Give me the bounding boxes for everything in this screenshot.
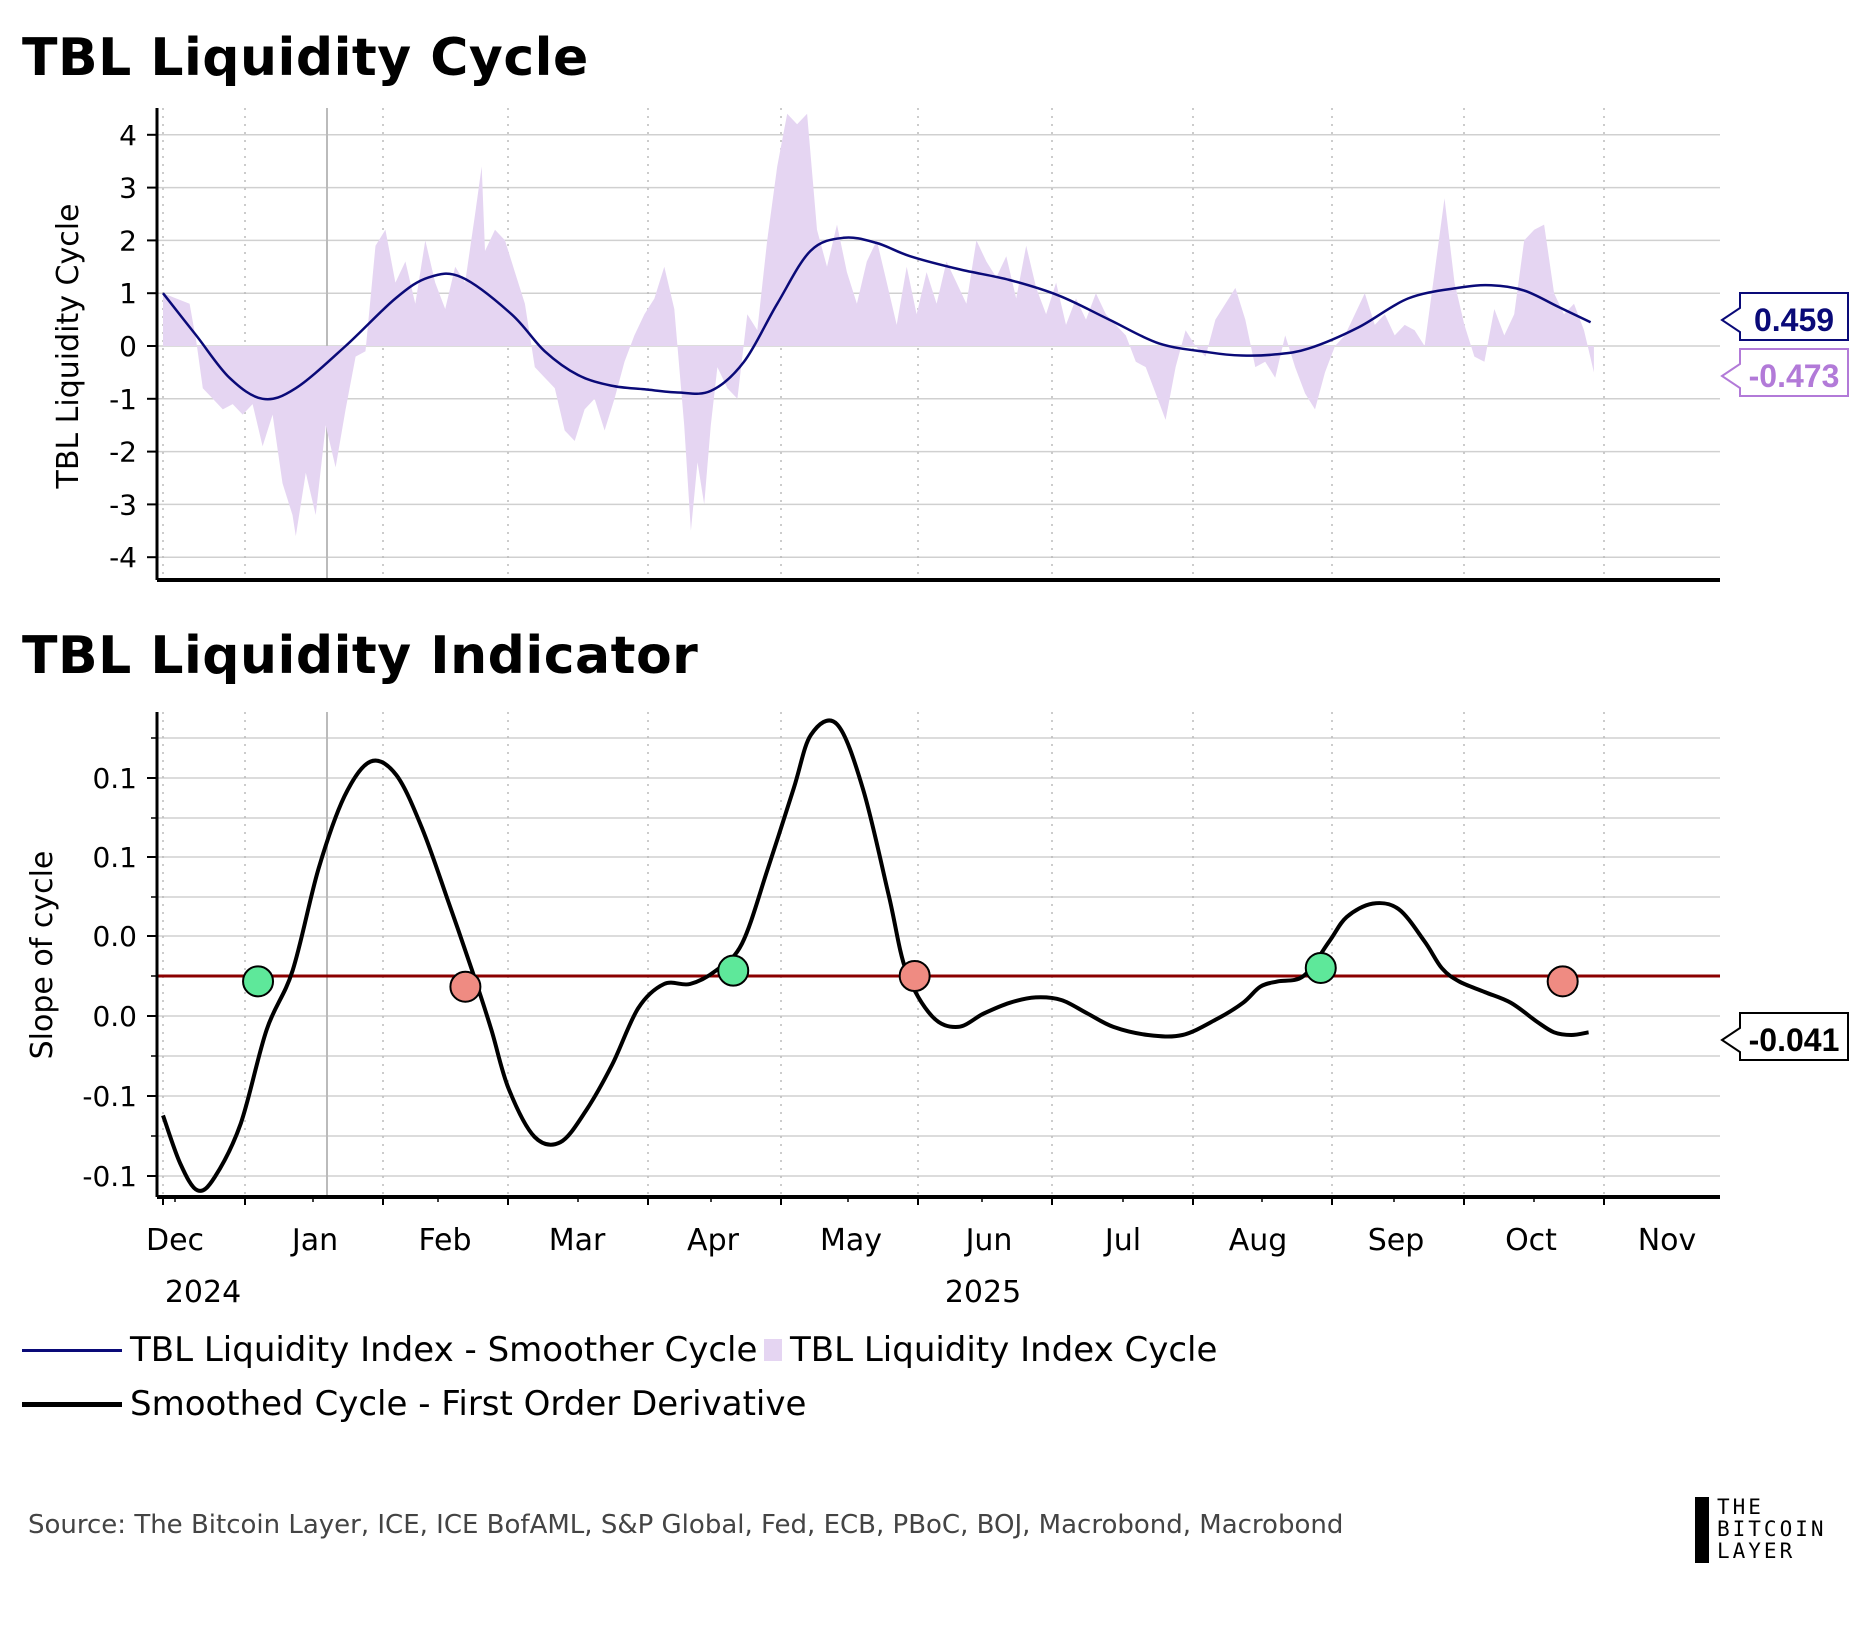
top-y-tick-label: -4 — [109, 541, 137, 574]
top-y-tick-label: 3 — [119, 172, 137, 205]
bottom-chart-title: TBL Liquidity Indicator — [22, 626, 699, 686]
legend-item-cycle: TBL Liquidity Index Cycle — [764, 1330, 1217, 1370]
logo-line-2: BITCOIN — [1717, 1517, 1827, 1541]
cycle-last-value: -0.473 — [1720, 348, 1849, 397]
bitcoin-layer-logo: THE BITCOIN LAYER — [1695, 1497, 1855, 1563]
x-tick-label-dec: Dec — [146, 1223, 204, 1258]
x-tick-label-jan: Jan — [290, 1223, 338, 1258]
x-tick-label-oct: Oct — [1505, 1223, 1557, 1258]
top-y-tick-label: 2 — [119, 224, 137, 257]
x-tick-label-jun: Jun — [964, 1223, 1013, 1258]
bottom-y-tick-label: -0.1 — [82, 1160, 137, 1193]
legend-item-smoother: TBL Liquidity Index - Smoother Cycle — [22, 1330, 757, 1370]
top-y-tick-label: -3 — [109, 488, 137, 521]
x-tick-label-nov: Nov — [1638, 1223, 1697, 1258]
bottom-y-axis-label: Slope of cycle — [25, 851, 60, 1060]
derivative-last-value-box — [1720, 1012, 1849, 1061]
x-tick-label-aug: Aug — [1229, 1223, 1288, 1258]
top-y-axis-label: TBL Liquidity Cycle — [51, 203, 86, 489]
top-y-tick-label: 0 — [119, 330, 137, 363]
cycle-area — [163, 113, 1594, 537]
x-tick-label-may: May — [820, 1223, 882, 1258]
derivative-line — [161, 718, 1589, 1193]
legend-swatch-cycle — [764, 1339, 782, 1361]
cross-down-marker — [1546, 965, 1579, 998]
logo-bar — [1695, 1497, 1709, 1563]
source-note: Source: The Bitcoin Layer, ICE, ICE BofA… — [28, 1510, 1344, 1540]
bottom-y-tick-label: 0.0 — [92, 920, 137, 953]
logo-line-1: THE — [1717, 1495, 1764, 1519]
year-label-2024: 2024 — [165, 1275, 241, 1310]
chart-canvas: 4 3 2 1 0 -1 -2 -3 -4 TBL Liquidity Cycle 0.459 -0.… — [25, 108, 1849, 1310]
year-label-2025: 2025 — [945, 1275, 1021, 1310]
top-y-tick-label: -2 — [109, 436, 137, 469]
top-chart-title: TBL Liquidity Cycle — [22, 28, 589, 88]
top-y-tick-label: -1 — [109, 383, 137, 416]
bottom-y-tick-label: 0.1 — [92, 762, 137, 795]
x-tick-label-jul: Jul — [1103, 1223, 1141, 1258]
logo-line-3: LAYER — [1717, 1539, 1796, 1563]
smoother-last-value-text: 0.459 — [1754, 302, 1834, 338]
top-y-tick-label: 1 — [119, 277, 137, 310]
smoother-cycle-line — [162, 236, 1592, 401]
cross-up-marker — [242, 965, 275, 998]
cross-down-marker — [898, 960, 931, 992]
top-y-tick-label: 4 — [119, 119, 137, 152]
legend-swatch-derivative — [22, 1401, 122, 1407]
cycle-last-value-text: -0.473 — [1749, 358, 1840, 394]
legend-label-cycle: TBL Liquidity Index Cycle — [790, 1330, 1218, 1370]
smoother-last-value: 0.459 — [1720, 292, 1849, 341]
bottom-y-tick-label: 0.0 — [92, 1000, 137, 1033]
legend-swatch-smoother — [22, 1348, 122, 1352]
cross-down-marker — [449, 970, 482, 1003]
cross-up-marker — [717, 954, 750, 987]
x-tick-label-apr: Apr — [687, 1223, 740, 1258]
cross-up-marker — [1304, 951, 1337, 984]
derivative-last-value: -0.041 — [1720, 1012, 1849, 1061]
derivative-last-value-text: -0.041 — [1749, 1022, 1840, 1058]
legend-label-smoother: TBL Liquidity Index - Smoother Cycle — [130, 1330, 758, 1370]
x-tick-label-sep: Sep — [1368, 1223, 1425, 1258]
bottom-y-tick-label: 0.1 — [92, 841, 137, 874]
cycle-last-value-box — [1720, 348, 1849, 397]
smoother-last-value-box — [1720, 292, 1849, 341]
legend-item-derivative: Smoothed Cycle - First Order Derivative — [22, 1384, 806, 1424]
legend-label-derivative: Smoothed Cycle - First Order Derivative — [130, 1384, 807, 1424]
x-tick-label-feb: Feb — [418, 1223, 471, 1258]
bottom-y-tick-label: -0.1 — [82, 1080, 137, 1113]
x-tick-label-mar: Mar — [549, 1223, 606, 1258]
